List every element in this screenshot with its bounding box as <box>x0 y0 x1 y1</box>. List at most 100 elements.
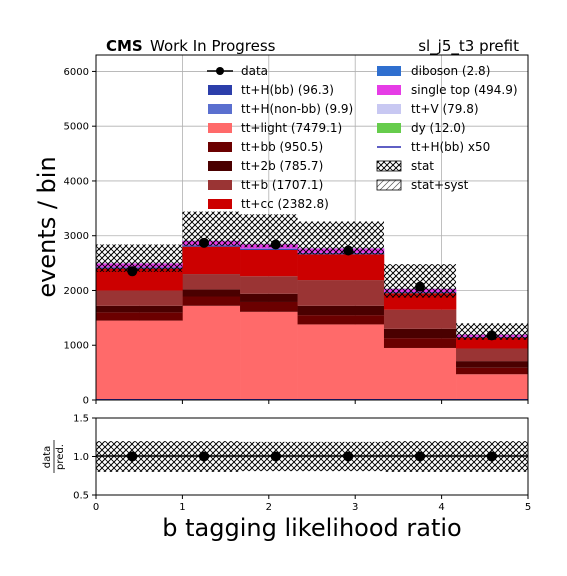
uncertainty-bar <box>139 244 183 272</box>
legend-label: tt+H(non-bb) (9.9) <box>241 102 353 116</box>
stack-bar <box>182 296 241 306</box>
stack-bar <box>240 293 298 302</box>
data-point <box>415 281 425 292</box>
legend-label: tt+V (79.8) <box>411 102 479 116</box>
stack-bar <box>139 268 183 291</box>
ratio-y-tick-label: 1.5 <box>73 414 89 425</box>
main-y-tick-label: 2000 <box>64 286 89 297</box>
stack-bar <box>297 315 385 325</box>
wip-label: Work In Progress <box>150 37 276 55</box>
stack-bar <box>456 361 529 368</box>
legend-marker-data <box>216 67 224 75</box>
uncertainty-bar <box>240 214 298 248</box>
stack-bar <box>240 248 298 250</box>
legend-label: diboson (2.8) <box>411 64 490 78</box>
main-y-axis-label: events / bin <box>33 156 61 297</box>
main-y-tick-label: 1000 <box>64 341 89 352</box>
stack-bar <box>182 245 241 247</box>
data-point <box>270 239 281 250</box>
ratio-y-tick-label: 1.0 <box>73 452 89 463</box>
legend-label: tt+H(bb) (96.3) <box>241 83 334 97</box>
stacked-histogram <box>96 239 529 400</box>
stack-bar <box>383 328 457 339</box>
legend-label: single top (494.9) <box>411 83 518 97</box>
stack-bar <box>456 374 529 400</box>
region-label: sl_j5_t3 prefit <box>418 37 519 56</box>
stack-bar <box>182 305 241 400</box>
main-y-tick-label: 0 <box>83 396 89 407</box>
stack-bar <box>139 290 183 306</box>
main-plot: 0 1000 2000 3000 4000 5000 6000 events / bin <box>33 54 529 407</box>
stack-bar <box>240 301 298 312</box>
stack-bar <box>139 312 183 321</box>
stack-bar <box>96 290 140 306</box>
legend-swatch <box>208 142 232 152</box>
stack-bar <box>96 320 140 400</box>
legend-swatch <box>377 66 401 76</box>
legend-swatch <box>377 85 401 95</box>
data-points <box>127 237 497 341</box>
stack-bar <box>297 254 385 281</box>
ratio-x-tick-label: 1 <box>179 502 185 513</box>
stack-bar <box>383 347 457 400</box>
stack-bar <box>182 289 241 297</box>
ratio-x-ticks: 0 1 2 3 4 5 <box>93 495 531 513</box>
ratio-y-tick-label: 0.5 <box>73 491 89 502</box>
legend-swatch <box>208 123 232 133</box>
stack-bar <box>297 305 385 316</box>
legend-label: tt+bb (950.5) <box>241 140 323 154</box>
stack-bar <box>297 280 385 306</box>
stack-bar <box>139 305 183 313</box>
ratio-point <box>486 451 497 462</box>
ratio-x-tick-label: 0 <box>93 502 99 513</box>
legend-label: data <box>241 64 268 78</box>
ratio-y-label-top: data <box>42 446 53 469</box>
stack-bar <box>240 249 298 277</box>
stack-bar <box>182 246 241 275</box>
legend-label: tt+2b (785.7) <box>241 159 323 173</box>
stack-bar <box>139 320 183 400</box>
main-y-tick-label: 4000 <box>64 176 89 187</box>
ratio-points <box>127 451 497 462</box>
main-x-ticks <box>95 400 529 404</box>
legend-label: tt+b (1707.1) <box>241 178 323 192</box>
ratio-point <box>343 451 354 462</box>
uncertainty-bar <box>182 211 241 246</box>
data-point <box>343 245 354 256</box>
uncertainty-bar <box>297 221 384 255</box>
ratio-point <box>199 451 209 462</box>
legend-swatch <box>208 104 232 114</box>
data-point <box>199 237 209 248</box>
legend-swatch <box>208 199 232 209</box>
main-y-tick-label: 6000 <box>64 67 89 78</box>
legend-label: dy (12.0) <box>411 121 466 135</box>
ratio-point <box>415 451 425 462</box>
ratio-x-tick-label: 4 <box>438 502 444 513</box>
ratio-y-label-bottom: pred. <box>55 444 66 470</box>
stack-bar <box>297 324 385 400</box>
main-y-tick-label: 5000 <box>64 122 89 133</box>
stack-bar <box>383 309 457 329</box>
main-y-ticks: 0 1000 2000 3000 4000 5000 6000 <box>64 67 96 407</box>
ratio-x-tick-label: 5 <box>525 502 531 513</box>
x-axis-label: b tagging likelihood ratio <box>162 514 461 542</box>
ratio-x-tick-label: 3 <box>352 502 358 513</box>
ratio-plot: 0.5 1.0 1.5 0 1 2 3 4 5 data pred. b tagging li… <box>42 414 531 543</box>
ratio-y-ticks: 0.5 1.0 1.5 <box>73 414 96 502</box>
stack-bar <box>96 312 140 321</box>
main-y-tick-label: 3000 <box>64 231 89 242</box>
legend-swatch <box>208 85 232 95</box>
stack-bar <box>240 311 298 400</box>
legend-label: stat <box>411 159 434 173</box>
ratio-point <box>270 451 281 462</box>
main-plot-frame <box>95 54 529 401</box>
stack-bar <box>383 338 457 348</box>
legend-hatch-swatch <box>376 160 402 172</box>
ratio-point <box>127 451 138 462</box>
data-point <box>486 330 497 341</box>
legend-swatch <box>377 104 401 114</box>
legend: data tt+H(bb) (96.3) tt+H(non-bb) (9.9) tt+… <box>207 64 518 211</box>
legend-swatch <box>208 180 232 190</box>
stack-bar <box>240 276 298 294</box>
